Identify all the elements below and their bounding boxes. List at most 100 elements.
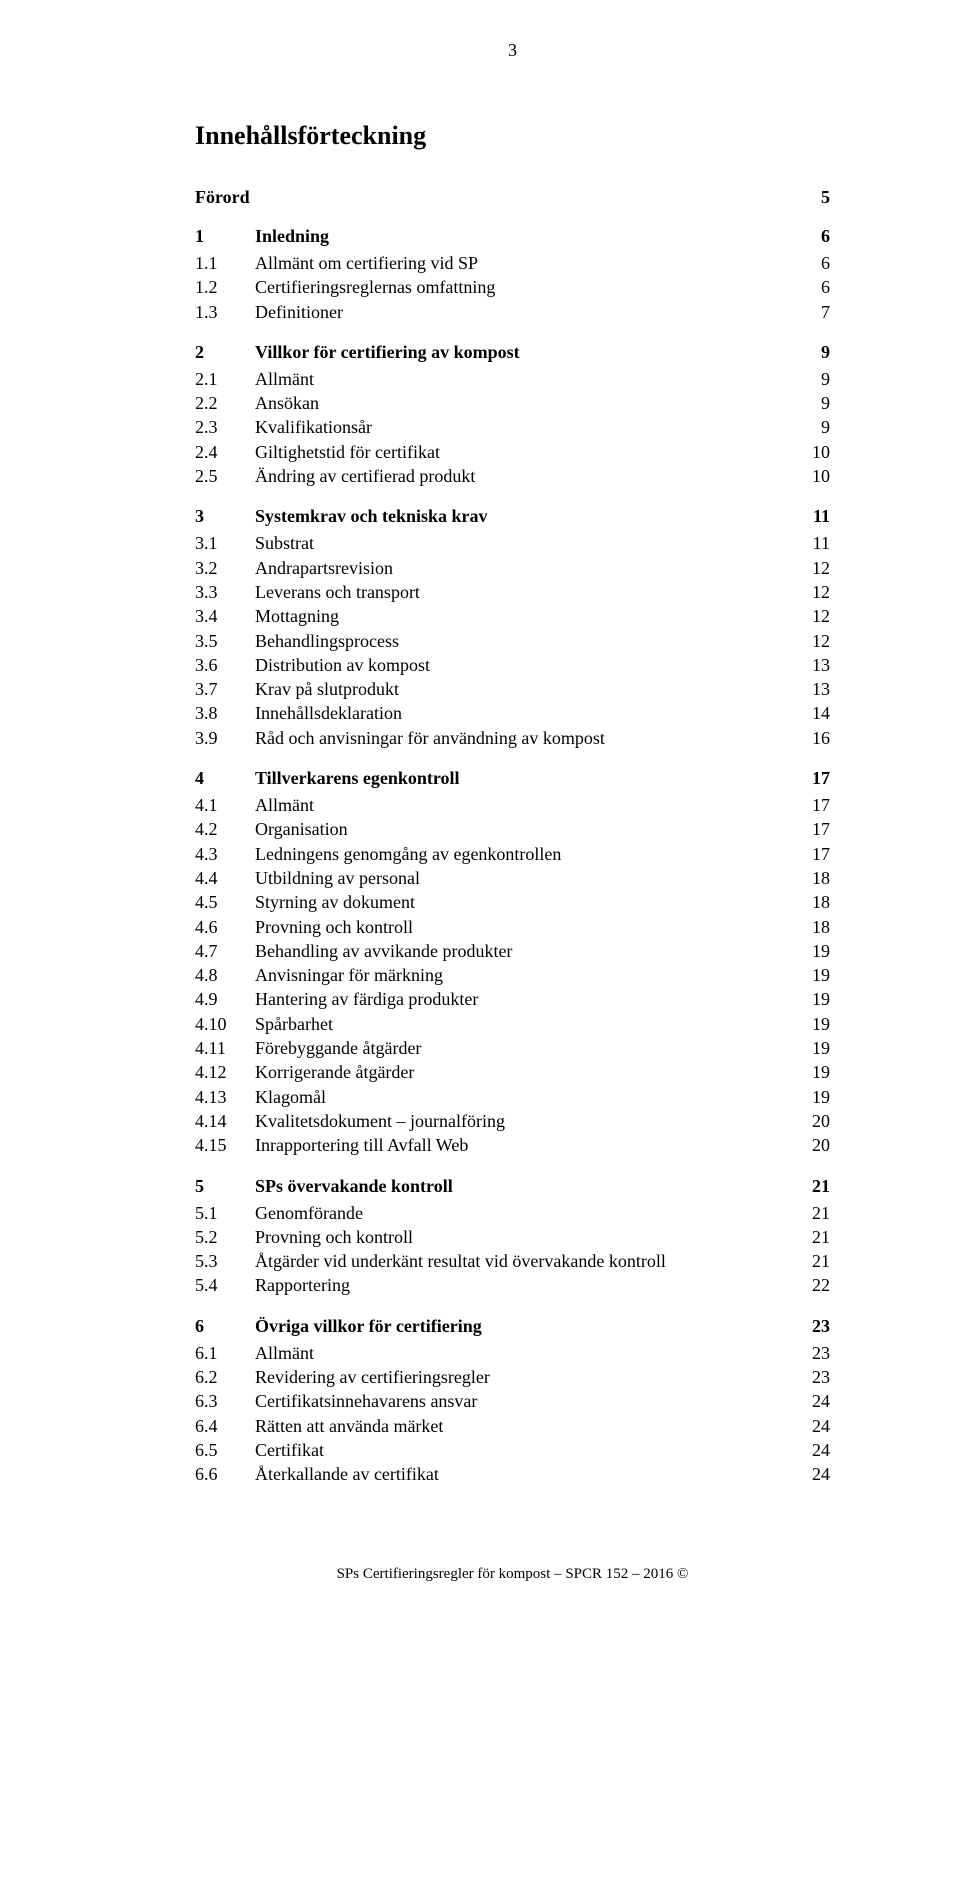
toc-page-ref: 9 bbox=[790, 415, 830, 439]
toc-page-ref: 13 bbox=[790, 677, 830, 701]
toc-page-ref: 19 bbox=[790, 1060, 830, 1084]
toc-entry: 1.2Certifieringsreglernas omfattning6 bbox=[195, 275, 830, 299]
toc-entry-number: 4.7 bbox=[195, 939, 255, 963]
toc-entry-text: Allmänt bbox=[255, 367, 790, 391]
toc-entry: 4.9Hantering av färdiga produkter19 bbox=[195, 987, 830, 1011]
toc-entry-text: Certifikatsinnehavarens ansvar bbox=[255, 1389, 790, 1413]
toc-entry: 4.4Utbildning av personal18 bbox=[195, 866, 830, 890]
toc-page-ref: 12 bbox=[790, 604, 830, 628]
document-page: 3 Innehållsförteckning Förord5 1Inledning… bbox=[0, 0, 960, 1623]
toc-entry: 4.13Klagomål19 bbox=[195, 1085, 830, 1109]
toc-entry-number: 4.4 bbox=[195, 866, 255, 890]
toc-entry-text: Hantering av färdiga produkter bbox=[255, 987, 790, 1011]
toc-page-ref: 20 bbox=[790, 1133, 830, 1157]
toc-page-ref: 20 bbox=[790, 1109, 830, 1133]
toc-entry-number: 3.1 bbox=[195, 531, 255, 555]
toc-entry: 6.4Rätten att använda märket24 bbox=[195, 1414, 830, 1438]
toc-section-heading: 3Systemkrav och tekniska krav11 bbox=[195, 506, 830, 527]
toc-entry-number: 4.13 bbox=[195, 1085, 255, 1109]
toc-entry-text: Genomförande bbox=[255, 1201, 790, 1225]
toc-entry-number: 5.3 bbox=[195, 1249, 255, 1273]
toc-entry-text: Behandling av avvikande produkter bbox=[255, 939, 790, 963]
toc-entry-number: 3.3 bbox=[195, 580, 255, 604]
toc-entry-text: Allmänt bbox=[255, 793, 790, 817]
toc-heading: Förord5 bbox=[195, 187, 830, 208]
toc-entry-number: 3.5 bbox=[195, 629, 255, 653]
toc-entry: 4.3Ledningens genomgång av egenkontrolle… bbox=[195, 842, 830, 866]
toc-entry: 2.3Kvalifikationsår9 bbox=[195, 415, 830, 439]
toc-page-ref: 9 bbox=[790, 391, 830, 415]
toc-entry: 4.11Förebyggande åtgärder19 bbox=[195, 1036, 830, 1060]
toc-entry: 4.15Inrapportering till Avfall Web20 bbox=[195, 1133, 830, 1157]
toc-entry-number: 4.8 bbox=[195, 963, 255, 987]
toc-entry-number: 2.1 bbox=[195, 367, 255, 391]
toc-entry: 2.1Allmänt9 bbox=[195, 367, 830, 391]
toc-page-ref: 24 bbox=[790, 1438, 830, 1462]
toc-entry-text: Kvalifikationsår bbox=[255, 415, 790, 439]
toc-page-ref: 12 bbox=[790, 580, 830, 604]
toc-entry-text: Korrigerande åtgärder bbox=[255, 1060, 790, 1084]
toc-page-ref: 17 bbox=[790, 793, 830, 817]
toc-entry-number: 6.5 bbox=[195, 1438, 255, 1462]
toc-entry: 3.8Innehållsdeklaration14 bbox=[195, 701, 830, 725]
toc-section-heading: 5SPs övervakande kontroll21 bbox=[195, 1176, 830, 1197]
toc-entry: 2.4Giltighetstid för certifikat10 bbox=[195, 440, 830, 464]
toc-entry: 2.5Ändring av certifierad produkt10 bbox=[195, 464, 830, 488]
toc-page-ref: 18 bbox=[790, 890, 830, 914]
toc-page-ref: 23 bbox=[790, 1316, 830, 1337]
toc-section-number: 2 bbox=[195, 342, 255, 363]
toc-section-number: 6 bbox=[195, 1316, 255, 1337]
toc-entry-text: Organisation bbox=[255, 817, 790, 841]
toc-section-number: 5 bbox=[195, 1176, 255, 1197]
toc-page-ref: 24 bbox=[790, 1389, 830, 1413]
toc-entry-number: 6.2 bbox=[195, 1365, 255, 1389]
toc-section-text: SPs övervakande kontroll bbox=[255, 1176, 790, 1197]
toc-entry: 1.3Definitioner7 bbox=[195, 300, 830, 324]
toc-page-ref: 18 bbox=[790, 915, 830, 939]
toc-entry-text: Provning och kontroll bbox=[255, 1225, 790, 1249]
toc-entry-number: 4.1 bbox=[195, 793, 255, 817]
toc-entry-number: 4.3 bbox=[195, 842, 255, 866]
toc-entry: 2.2Ansökan9 bbox=[195, 391, 830, 415]
toc-section-text: Inledning bbox=[255, 226, 790, 247]
toc-entry-text: Ledningens genomgång av egenkontrollen bbox=[255, 842, 790, 866]
toc-page-ref: 23 bbox=[790, 1341, 830, 1365]
toc-page-ref: 21 bbox=[790, 1176, 830, 1197]
toc-entry-text: Ansökan bbox=[255, 391, 790, 415]
page-footer: SPs Certifieringsregler för kompost – SP… bbox=[195, 1566, 830, 1583]
toc-page-ref: 10 bbox=[790, 440, 830, 464]
toc-page-ref: 21 bbox=[790, 1225, 830, 1249]
toc-entry: 3.5Behandlingsprocess12 bbox=[195, 629, 830, 653]
page-title: Innehållsförteckning bbox=[195, 121, 830, 151]
toc-page-ref: 19 bbox=[790, 939, 830, 963]
toc-entry: 4.5Styrning av dokument18 bbox=[195, 890, 830, 914]
toc-page-ref: 7 bbox=[790, 300, 830, 324]
toc-entry: 4.12Korrigerande åtgärder19 bbox=[195, 1060, 830, 1084]
toc-section-text: Tillverkarens egenkontroll bbox=[255, 768, 790, 789]
toc-entry: 4.10Spårbarhet19 bbox=[195, 1012, 830, 1036]
toc-entry-number: 4.11 bbox=[195, 1036, 255, 1060]
toc-page-ref: 18 bbox=[790, 866, 830, 890]
page-number: 3 bbox=[195, 40, 830, 61]
toc-entry: 6.2Revidering av certifieringsregler23 bbox=[195, 1365, 830, 1389]
toc-page-ref: 9 bbox=[790, 342, 830, 363]
toc-page-ref: 6 bbox=[790, 251, 830, 275]
toc-entry-text: Certifikat bbox=[255, 1438, 790, 1462]
toc-section-number: 1 bbox=[195, 226, 255, 247]
toc-entry: 4.1Allmänt17 bbox=[195, 793, 830, 817]
toc-entry-text: Innehållsdeklaration bbox=[255, 701, 790, 725]
toc-entry-number: 3.9 bbox=[195, 726, 255, 750]
toc-page-ref: 6 bbox=[790, 226, 830, 247]
toc-entry-text: Allmänt bbox=[255, 1341, 790, 1365]
toc-page-ref: 19 bbox=[790, 1036, 830, 1060]
toc-entry: 3.2Andrapartsrevision12 bbox=[195, 556, 830, 580]
toc-entry-number: 2.5 bbox=[195, 464, 255, 488]
toc-entry: 4.14Kvalitetsdokument – journalföring20 bbox=[195, 1109, 830, 1133]
toc-entry-number: 5.2 bbox=[195, 1225, 255, 1249]
toc-entry-number: 4.9 bbox=[195, 987, 255, 1011]
toc-entry: 6.1Allmänt23 bbox=[195, 1341, 830, 1365]
toc-section-heading: 4Tillverkarens egenkontroll17 bbox=[195, 768, 830, 789]
toc-entry-text: Definitioner bbox=[255, 300, 790, 324]
toc-section-text: Villkor för certifiering av kompost bbox=[255, 342, 790, 363]
toc-page-ref: 17 bbox=[790, 842, 830, 866]
